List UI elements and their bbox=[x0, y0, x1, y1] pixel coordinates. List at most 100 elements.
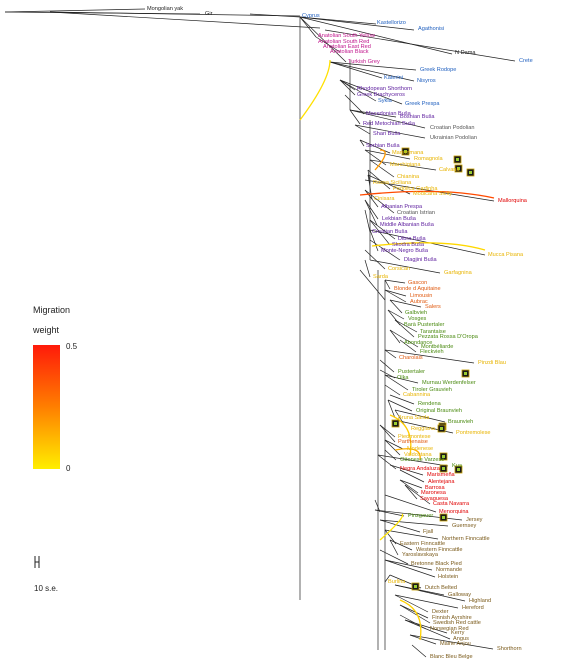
tree-leaf-label: Pustertaler bbox=[398, 369, 425, 375]
tree-branch bbox=[339, 79, 356, 96]
tree-branch bbox=[389, 299, 403, 314]
admixture-marker-dot bbox=[464, 372, 467, 375]
tree-branch bbox=[369, 239, 401, 261]
tree-branch bbox=[329, 61, 415, 82]
tree-branch bbox=[364, 149, 411, 160]
tree-leaf-label: Pezzata Rossa D'Oropa bbox=[418, 334, 479, 340]
tree-leaf-label: Kua bbox=[452, 463, 463, 469]
tree-leaf-label: Charolais bbox=[399, 355, 423, 361]
tree-leaf-label: Romagnola bbox=[414, 156, 443, 162]
tree-branch bbox=[404, 484, 431, 505]
tree-branch bbox=[404, 484, 418, 500]
tree-branch bbox=[389, 329, 419, 348]
tree-branch bbox=[384, 494, 437, 513]
tree-leaf-label: Modicana Sicily bbox=[413, 191, 452, 197]
admixture-marker-dot bbox=[394, 422, 397, 425]
tree-leaf-label: Rhodopean Shorthorn bbox=[357, 86, 412, 92]
tree-leaf-label: Lekbian Buša bbox=[382, 216, 417, 222]
admixture-marker-dot bbox=[456, 158, 459, 161]
tree-leaf-label: Cinisara bbox=[374, 196, 395, 202]
tree-branch bbox=[389, 299, 422, 308]
tree-branch bbox=[374, 509, 463, 521]
tree-leaf-label: Highland bbox=[469, 598, 491, 604]
migration-edge bbox=[389, 414, 412, 456]
tree-leaf-label: Albanian Prespa bbox=[381, 204, 423, 210]
tree-leaf-label: Anatolian East Red bbox=[323, 44, 371, 50]
tree-branch bbox=[384, 279, 406, 284]
colorbar-max-label: 0.5 bbox=[66, 342, 78, 351]
tree-leaf-label: Normande bbox=[436, 567, 462, 573]
tree-branch bbox=[364, 189, 379, 208]
tree-leaf-label: Crete bbox=[519, 58, 533, 64]
tree-leaf-label: Dlagjini Buša bbox=[404, 257, 438, 263]
tree-branch bbox=[394, 584, 466, 602]
tree-branch bbox=[364, 179, 495, 202]
tree-branch bbox=[399, 604, 431, 624]
tree-branch bbox=[409, 634, 494, 650]
tree-branch bbox=[409, 634, 437, 645]
tree-branch bbox=[379, 359, 395, 373]
tree-branch bbox=[399, 469, 425, 483]
tree-leaf-label: Croatian Istrian bbox=[397, 210, 435, 216]
tree-branch bbox=[379, 519, 449, 527]
tree-leaf-label: Maronesa bbox=[421, 490, 447, 496]
tree-leaf-label: Anatolian South Red bbox=[318, 39, 369, 45]
tree-branch bbox=[387, 309, 405, 320]
tree-branch bbox=[394, 594, 459, 609]
tree-leaf-label: Finnish Ayrshire bbox=[432, 615, 472, 621]
tree-branch bbox=[364, 249, 386, 270]
tree-branch bbox=[369, 229, 379, 252]
tree-leaf-label: Barà Pustertaler bbox=[404, 322, 445, 328]
migration-weight-colorbar bbox=[33, 345, 60, 469]
tree-branch bbox=[389, 464, 424, 476]
tree-leaf-label: Murnau Werdenfelser bbox=[422, 380, 476, 386]
tree-leaf-label: Pinzgauer bbox=[408, 513, 433, 519]
tree-branch bbox=[369, 259, 441, 274]
tree-branch bbox=[329, 61, 417, 71]
migration-edge bbox=[394, 448, 421, 461]
tree-leaf-label: Ukrainian Podolian bbox=[430, 135, 477, 141]
tree-branch bbox=[411, 644, 427, 658]
tree-leaf-label: Kerry bbox=[451, 630, 465, 636]
tree-leaf-label: Olka bbox=[397, 375, 409, 381]
tree-leaf-label: Anatolian Black bbox=[330, 49, 369, 55]
tree-leaf-label: Western Finncattle bbox=[416, 547, 463, 553]
tree-leaf-label: Casta Navarra bbox=[433, 501, 470, 507]
tree-leaf-label: Maine Anjou bbox=[440, 641, 471, 647]
tree-leaf-label: Alentejana bbox=[428, 479, 455, 485]
colorbar-min-label: 0 bbox=[66, 464, 71, 473]
tree-leaf-label: Chianina bbox=[397, 174, 420, 180]
tree-leaf-label: Modenese bbox=[407, 446, 433, 452]
tree-leaf-label: Tarantaise bbox=[420, 329, 446, 335]
tree-branch bbox=[384, 574, 391, 583]
tree-leaf-label: Limousin bbox=[410, 293, 432, 299]
tree-leaf-label: Sykia bbox=[378, 98, 393, 104]
tree-branch bbox=[49, 11, 321, 29]
tree-branch bbox=[384, 449, 397, 461]
tree-leaf-label: Corsican bbox=[388, 266, 410, 272]
tree-leaf-label: Galloway bbox=[448, 592, 471, 598]
tree-leaf-label: Swedish Red cattle bbox=[433, 620, 481, 626]
tree-leaf-label: Middle Albanian Buša bbox=[380, 222, 435, 228]
tree-branch bbox=[354, 124, 426, 139]
tree-leaf-label: Podolica Garfinha bbox=[393, 186, 438, 192]
tree-branch bbox=[394, 319, 415, 338]
tree-leaf-label: Bruna Sarda bbox=[398, 415, 430, 421]
tree-leaf-label: Greek Rodope bbox=[420, 67, 456, 73]
tree-leaf-label: N Dama bbox=[455, 50, 476, 56]
tree-branch bbox=[384, 529, 439, 540]
tree-branch bbox=[364, 209, 371, 233]
tree-leaf-label: Skodra Buša bbox=[392, 242, 425, 248]
tree-branch bbox=[359, 139, 365, 147]
tree-leaf-label: Greek Brachyceros bbox=[357, 92, 405, 98]
migration-edge bbox=[371, 242, 486, 251]
tree-branch bbox=[384, 289, 407, 297]
tree-branch bbox=[359, 139, 391, 154]
tree-leaf-label: Eastern Finncattle bbox=[400, 541, 445, 547]
tree-branch bbox=[249, 13, 301, 18]
tree-branch bbox=[377, 454, 449, 467]
tree-leaf-label: Holstein bbox=[438, 574, 458, 580]
tree-branch bbox=[389, 539, 413, 551]
tree-branch bbox=[299, 16, 317, 38]
admixture-marker-dot bbox=[442, 467, 445, 470]
